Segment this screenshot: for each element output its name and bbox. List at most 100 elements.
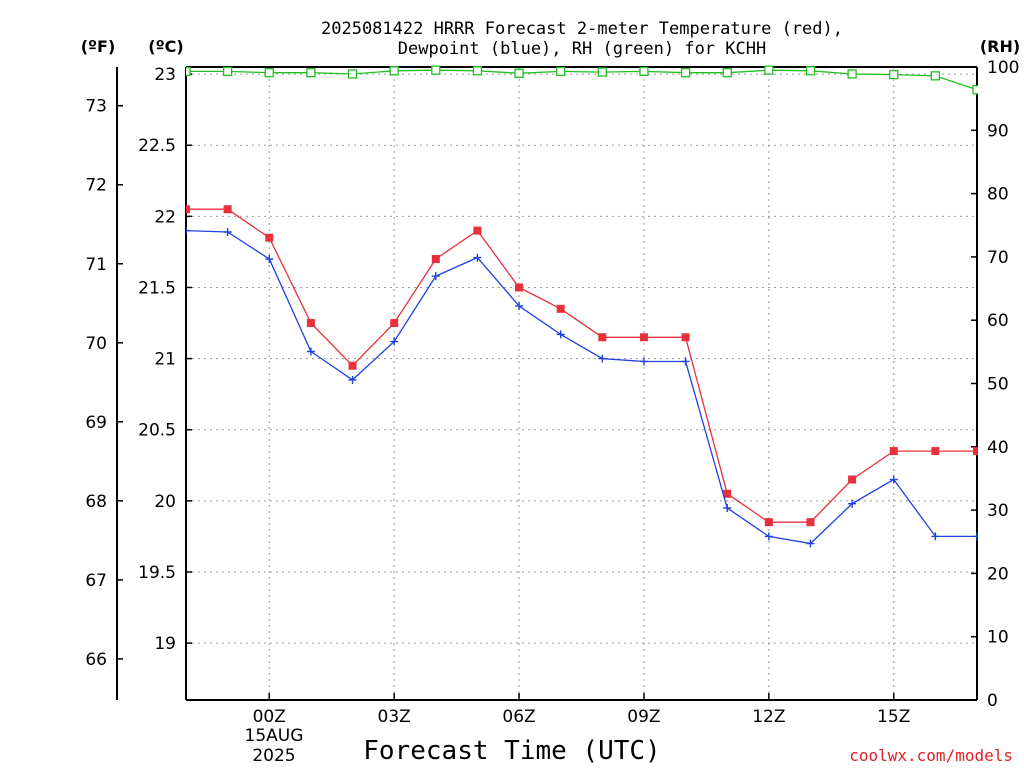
temperature-point <box>431 255 440 264</box>
chart-title-line-2: Dewpoint (blue), RH (green) for KCHH <box>398 39 766 59</box>
temperature-point <box>390 319 399 328</box>
temperature-point <box>931 447 940 456</box>
dewpoint-point <box>348 375 357 384</box>
dewpoint-point <box>806 539 815 548</box>
relative-humidity-line <box>186 69 978 91</box>
x-tick-label: 03Z <box>378 707 411 727</box>
celsius-tick-label: 21.5 <box>138 278 176 298</box>
rh-tick-label: 40 <box>987 438 1009 458</box>
dewpoint-point <box>973 532 978 541</box>
relative-humidity-point <box>431 65 441 75</box>
rh-tick-label: 30 <box>987 501 1009 521</box>
temperature-line <box>186 208 977 523</box>
x-tick-label: 15Z <box>877 707 910 727</box>
dewpoint-point <box>265 255 274 264</box>
temperature-point <box>306 319 315 328</box>
relative-humidity-point <box>389 66 399 76</box>
relative-humidity-point <box>597 67 607 77</box>
relative-humidity-point <box>722 68 732 78</box>
dewpoint-point <box>764 532 773 541</box>
celsius-tick-label: 21 <box>154 350 176 370</box>
temperature-point <box>556 304 565 313</box>
fahrenheit-tick-label: 68 <box>85 492 107 512</box>
celsius-unit-label: (ºC) <box>148 37 183 56</box>
relative-humidity-point <box>472 66 483 76</box>
fahrenheit-tick-label: 67 <box>85 571 107 591</box>
relative-humidity-point <box>556 66 566 77</box>
dewpoint-point <box>556 330 565 339</box>
celsius-tick-label: 22 <box>154 207 176 227</box>
dewpoint-point <box>848 499 857 508</box>
celsius-tick-label: 23 <box>154 65 176 85</box>
axis-layer: 19 19.5 20 20.5 21 21.5 22 22.5 23 00Z 03Z 06Z 09Z 12… <box>85 58 1019 727</box>
temperature-point <box>723 489 732 498</box>
rh-tick-label: 20 <box>987 564 1009 584</box>
credit-text: coolwx.com/models <box>849 746 1013 765</box>
fahrenheit-tick-label: 66 <box>85 650 107 670</box>
chart-title-line-1: 2025081422 HRRR Forecast 2-meter Tempera… <box>321 19 843 39</box>
celsius-tick-label: 19.5 <box>138 563 176 583</box>
dewpoint-point <box>681 357 690 366</box>
temperature-point <box>186 205 190 214</box>
dewpoint-point <box>390 337 399 346</box>
relative-humidity-point <box>680 68 691 78</box>
celsius-tick-label: 22.5 <box>138 136 176 156</box>
relative-humidity-point <box>514 68 524 78</box>
fahrenheit-tick-label: 72 <box>85 176 107 196</box>
temperature-point <box>764 518 773 527</box>
fahrenheit-tick-label: 70 <box>85 334 107 354</box>
fahrenheit-tick-label: 73 <box>85 97 107 117</box>
dewpoint-point <box>431 272 440 281</box>
rh-tick-label: 50 <box>987 375 1009 395</box>
temperature-point <box>223 205 232 214</box>
series-layer <box>186 65 978 548</box>
relative-humidity-point <box>264 68 274 78</box>
series-group <box>186 65 978 548</box>
celsius-tick-label: 20 <box>154 492 176 512</box>
temperature-point <box>973 447 978 456</box>
temperature-point <box>598 333 607 342</box>
x-tick-label: 06Z <box>502 707 535 727</box>
relative-humidity-point <box>186 66 191 77</box>
date-label-year: 2025 <box>252 746 295 766</box>
temperature-point <box>348 361 357 370</box>
fahrenheit-tick-label: 69 <box>85 413 107 433</box>
dewpoint-point <box>223 228 232 237</box>
rh-tick-label: 60 <box>987 311 1009 331</box>
temperature-point <box>806 518 815 527</box>
rh-tick-label: 90 <box>987 121 1009 141</box>
temperature-point <box>473 226 482 235</box>
fahrenheit-unit-label: (ºF) <box>81 37 116 56</box>
relative-humidity-point <box>972 85 978 95</box>
celsius-tick-label: 19 <box>154 634 176 654</box>
relative-humidity-point <box>930 71 941 81</box>
dewpoint-point <box>889 475 898 484</box>
dewpoint-point <box>598 354 607 363</box>
dewpoint-point <box>931 532 940 541</box>
x-tick-label: 00Z <box>253 707 286 727</box>
rh-tick-label: 80 <box>987 185 1009 205</box>
dewpoint-point <box>186 226 190 235</box>
x-axis-title: Forecast Time (UTC) <box>363 736 660 766</box>
x-tick-label: 09Z <box>627 707 660 727</box>
rh-tick-label: 10 <box>987 628 1009 648</box>
dewpoint-point <box>473 253 482 262</box>
dewpoint-point <box>306 347 315 356</box>
relative-humidity-point <box>805 66 816 76</box>
grid-layer <box>186 67 977 700</box>
relative-humidity-point <box>847 69 857 79</box>
rh-tick-label: 0 <box>987 691 998 711</box>
relative-humidity-point <box>639 66 649 77</box>
relative-humidity-point <box>222 66 233 77</box>
temperature-point <box>515 283 524 292</box>
relative-humidity-point <box>347 69 358 79</box>
relative-humidity-point <box>764 65 774 75</box>
temperature-point <box>889 447 898 456</box>
dewpoint-point <box>639 357 648 366</box>
rh-tick-label: 100 <box>987 58 1019 78</box>
temperature-point <box>848 475 857 484</box>
fahrenheit-tick-label: 71 <box>85 255 107 275</box>
celsius-tick-label: 20.5 <box>138 421 176 441</box>
dewpoint-line <box>186 229 977 545</box>
dewpoint-point <box>723 503 732 512</box>
